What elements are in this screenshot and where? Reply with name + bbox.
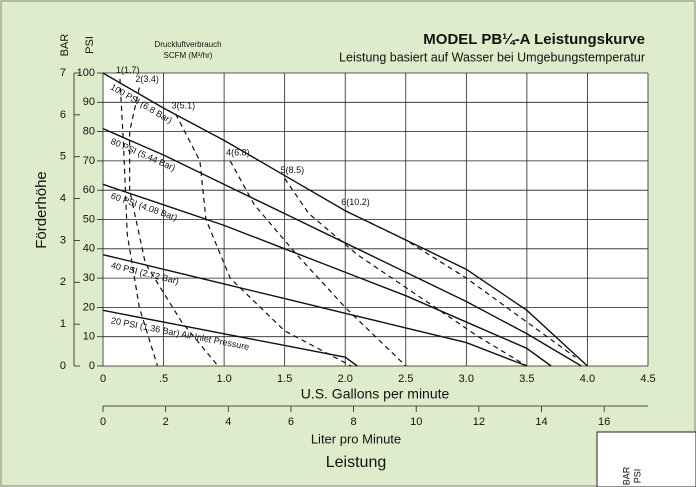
y-label: Förderhöhe xyxy=(33,171,50,249)
y-tick-label: 30 xyxy=(83,272,95,284)
x2-tick-label: 4 xyxy=(225,416,231,428)
y-tick-label: 60 xyxy=(83,184,95,196)
y2-tick-label: 7 xyxy=(60,67,66,79)
y2-tick-label: 0 xyxy=(60,360,66,372)
x-tick-label: 2.0 xyxy=(338,373,353,385)
x-tick-label: 3.0 xyxy=(459,373,474,385)
chart-title: MODEL PB¼-A Leistungskurve xyxy=(423,31,645,48)
x2-tick-label: 16 xyxy=(598,416,610,428)
y-tick-label: 50 xyxy=(83,213,95,225)
y2-tick-label: 6 xyxy=(60,109,66,121)
y2-tick-label: 1 xyxy=(60,318,66,330)
y-tick-label: 80 xyxy=(83,126,95,138)
curve xyxy=(129,87,219,367)
y-tick-label: 100 xyxy=(77,67,95,79)
y-tick-label: 10 xyxy=(83,331,95,343)
series-label: 1(1.7) xyxy=(116,65,140,75)
y-tick-label: 40 xyxy=(83,243,95,255)
x2-tick-label: 6 xyxy=(288,416,294,428)
x-tick-label: 4.0 xyxy=(580,373,595,385)
y-unit: PSI xyxy=(84,36,96,54)
x2-tick-label: 8 xyxy=(351,416,357,428)
y2-tick-label: 4 xyxy=(60,192,66,204)
y-tick-label: 90 xyxy=(83,96,95,108)
curve xyxy=(175,113,352,367)
air-title: Druckluftverbrauch xyxy=(154,40,221,49)
x-tick-label: 3.5 xyxy=(519,373,534,385)
x2-label: Liter pro Minute xyxy=(311,431,401,446)
y2-unit: BAR xyxy=(59,34,71,57)
curve xyxy=(102,309,358,367)
curve xyxy=(102,253,528,367)
series-label: 3(5.1) xyxy=(172,100,196,110)
y2-tick-label: 3 xyxy=(60,234,66,246)
y-tick-label: 0 xyxy=(89,360,95,372)
y2-tick-label: 2 xyxy=(60,276,66,288)
x2-tick-label: 14 xyxy=(535,416,547,428)
x-tick-label: .5 xyxy=(159,373,168,385)
corner-label: PSI xyxy=(632,469,642,484)
curve xyxy=(102,128,582,367)
x-tick-label: 0 xyxy=(100,373,106,385)
x2-tick-label: 0 xyxy=(100,416,106,428)
series-label: 5(8.5) xyxy=(281,165,305,175)
x-label: U.S. Gallons per minute xyxy=(301,386,450,402)
corner-label: BAR xyxy=(621,466,631,485)
x-tick-label: 1.0 xyxy=(216,373,231,385)
x2-tick-label: 12 xyxy=(473,416,485,428)
air-unit: SCFM (M³/hr) xyxy=(164,51,213,60)
y2-tick-label: 5 xyxy=(60,151,66,163)
curve xyxy=(344,210,576,358)
corner-box xyxy=(596,431,696,487)
series-label: 6(10.2) xyxy=(341,197,370,207)
y-tick-label: 20 xyxy=(83,301,95,313)
series-label: 4(6.8) xyxy=(226,147,250,157)
chart-subtitle: Leistung basiert auf Wasser bei Umgebung… xyxy=(339,50,645,64)
x-tick-label: 4.5 xyxy=(640,373,655,385)
x2-tick-label: 2 xyxy=(163,416,169,428)
x2-tick-label: 10 xyxy=(410,416,422,428)
x-tick-label: 1.5 xyxy=(277,373,292,385)
curve xyxy=(119,78,159,367)
y-tick-label: 70 xyxy=(83,155,95,167)
footer: Leistung xyxy=(326,454,387,471)
curve xyxy=(284,178,528,367)
series-label: 2(3.4) xyxy=(135,74,159,84)
x-tick-label: 2.5 xyxy=(398,373,413,385)
curve xyxy=(102,183,552,367)
